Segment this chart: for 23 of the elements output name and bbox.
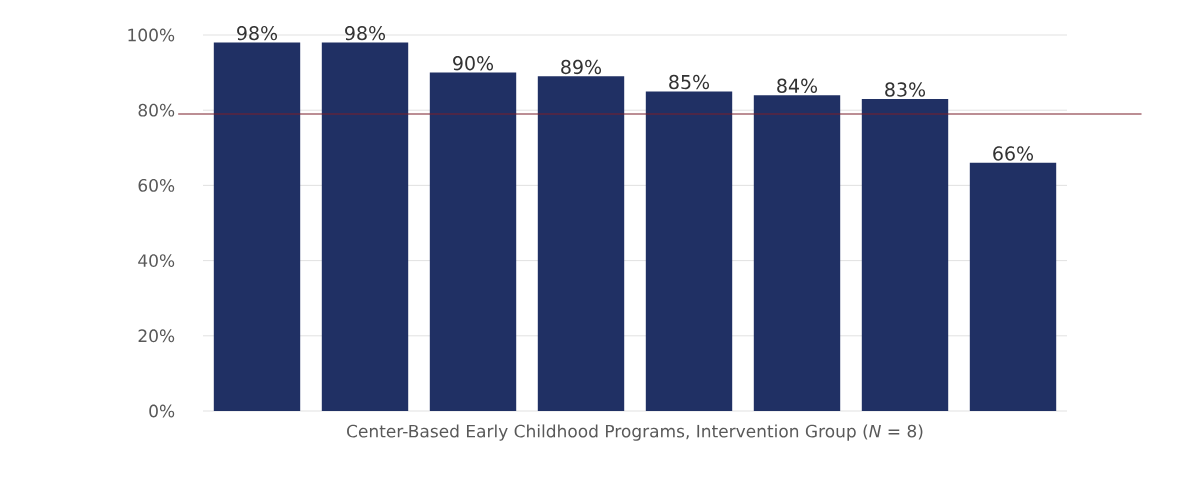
bar xyxy=(213,42,301,411)
data-label: 98% xyxy=(237,25,278,41)
data-label: 66% xyxy=(993,146,1034,161)
y-tick-label: 80% xyxy=(138,103,175,117)
bar xyxy=(753,95,841,411)
y-tick-label: 40% xyxy=(138,254,175,268)
y-tick-label: 0% xyxy=(149,404,175,418)
data-label: 98% xyxy=(345,25,386,41)
data-label: 90% xyxy=(453,56,494,71)
x-axis-title: Center-Based Early Childhood Programs, Intervention Group (N = 8) xyxy=(347,424,923,441)
bar xyxy=(321,42,409,411)
y-tick-label: 100% xyxy=(128,28,175,42)
bar xyxy=(537,76,625,411)
data-label: 89% xyxy=(561,59,602,75)
data-label: 83% xyxy=(885,82,926,97)
bar xyxy=(645,91,733,411)
y-tick-label: 60% xyxy=(138,178,175,192)
y-tick-label: 20% xyxy=(138,329,175,343)
bar xyxy=(861,98,949,411)
data-label: 85% xyxy=(669,74,710,90)
data-label: 84% xyxy=(777,78,818,93)
bar xyxy=(969,162,1057,411)
bar xyxy=(429,72,517,411)
